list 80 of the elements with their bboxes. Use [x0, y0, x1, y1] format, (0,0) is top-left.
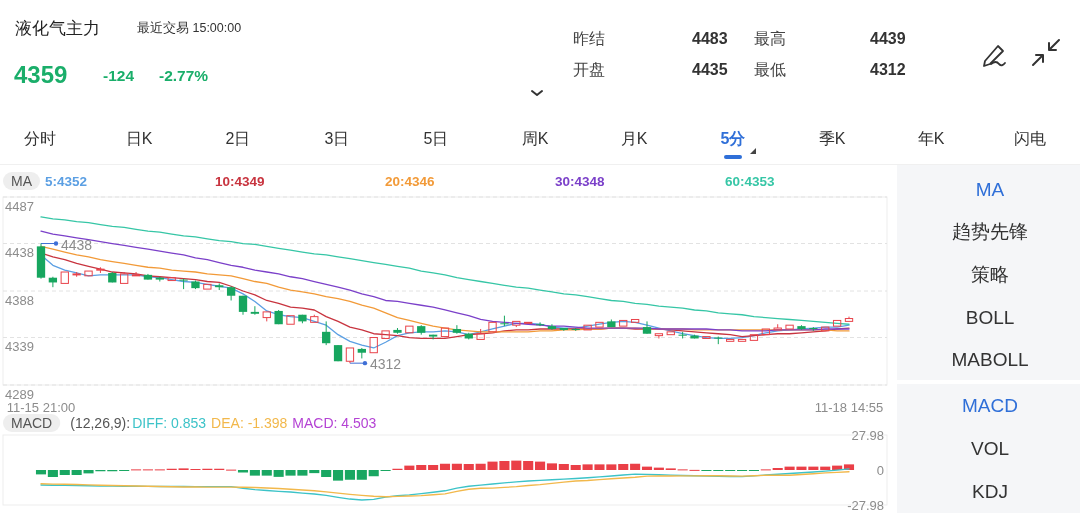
- y-tick-label: 4438: [5, 245, 34, 261]
- text: MACD: [962, 394, 1018, 416]
- text: 日K: [125, 129, 153, 147]
- text: -124: [103, 66, 135, 84]
- bar: [546, 463, 557, 470]
- annotation: 4438: [61, 236, 93, 253]
- annotation: 4312: [369, 356, 402, 373]
- text: 策略: [971, 263, 1009, 285]
- text: 4439: [870, 29, 906, 47]
- bar: [59, 470, 70, 475]
- bar: [309, 470, 320, 474]
- text: DIFF: 0.853: [132, 415, 207, 431]
- text: 2日: [225, 129, 251, 147]
- text: 年K: [917, 129, 945, 147]
- text: 60:4353: [725, 173, 776, 189]
- text: 5分: [720, 129, 747, 147]
- y-tick-label: 4289: [5, 386, 34, 402]
- text: 最高: [754, 29, 786, 47]
- bar: [439, 463, 451, 470]
- legend-title: MA: [11, 173, 33, 189]
- text: MA: [975, 178, 1005, 200]
- text: 20:4346: [385, 173, 436, 189]
- text: 闪电: [1014, 129, 1046, 147]
- text: 4483: [692, 29, 728, 47]
- text: 30:4348: [555, 173, 606, 189]
- bar: [535, 461, 546, 470]
- y-tick-label: -27.98: [847, 497, 884, 513]
- bar: [570, 465, 581, 470]
- bar: [368, 470, 379, 477]
- text: 4435: [692, 60, 728, 78]
- y-tick-label: 27.98: [851, 427, 884, 443]
- bar: [463, 464, 474, 470]
- text: 昨结: [573, 29, 605, 47]
- text: 液化气主力: [15, 18, 100, 38]
- text: 月K: [620, 129, 648, 147]
- x-tick-label: 11-18 14:55: [814, 399, 884, 415]
- text: (12,26,9):: [70, 415, 131, 431]
- y-tick-label: 4339: [5, 339, 34, 355]
- text: 4312: [870, 60, 906, 78]
- text: 开盘: [573, 60, 605, 78]
- text: 趋势先锋: [952, 220, 1028, 242]
- text: 最近交易 15:00:00: [137, 20, 242, 35]
- text: 4359: [14, 60, 68, 88]
- text: 5日: [423, 129, 449, 147]
- y-tick-label: 0: [876, 462, 884, 478]
- text: BOLL: [965, 306, 1015, 328]
- bar: [630, 463, 641, 470]
- bar: [618, 464, 629, 470]
- bar: [511, 460, 522, 470]
- bar: [261, 470, 272, 476]
- bar: [451, 463, 462, 470]
- bar: [416, 465, 427, 470]
- y-tick-label: 4388: [5, 292, 34, 308]
- bar: [344, 470, 355, 480]
- text: 最低: [754, 60, 786, 78]
- text: 10:4349: [215, 173, 265, 189]
- bar: [356, 470, 367, 480]
- text: MABOLL: [951, 348, 1029, 370]
- text: 季K: [818, 129, 846, 147]
- legend-title: MACD: [11, 415, 53, 431]
- bar: [321, 470, 332, 478]
- bar: [35, 470, 47, 475]
- bar: [333, 470, 344, 481]
- text: 分时: [24, 129, 56, 147]
- bar: [523, 460, 534, 470]
- bar: [237, 470, 249, 473]
- y-tick-label: 4487: [5, 198, 34, 214]
- x-tick-label: 11-15 21:00: [6, 399, 76, 415]
- bar: [558, 464, 569, 470]
- text: MACD: 4.503: [292, 415, 377, 431]
- bar: [428, 465, 439, 470]
- text: 周K: [521, 129, 549, 147]
- text: VOL: [970, 437, 1010, 459]
- text: KDJ: [972, 480, 1008, 502]
- bar: [47, 470, 58, 478]
- bar: [249, 470, 260, 476]
- text: -2.77%: [159, 66, 209, 84]
- text: DEA: -1.398: [211, 415, 288, 431]
- text: 5:4352: [45, 173, 88, 189]
- text: 3日: [324, 129, 350, 147]
